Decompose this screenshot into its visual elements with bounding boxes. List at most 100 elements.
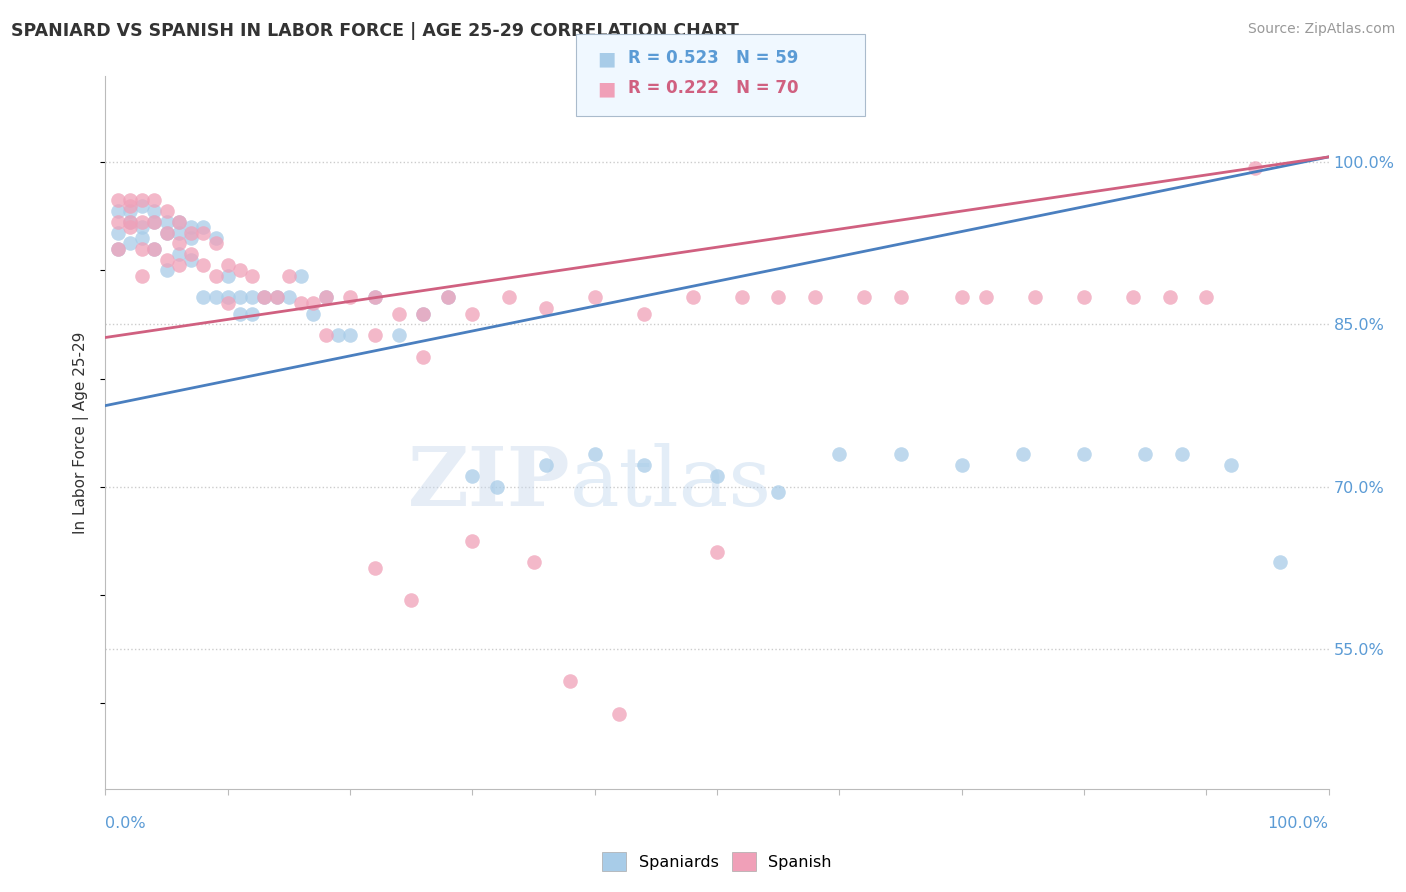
Point [706,544,728,558]
Point [290,296,312,310]
Point [167,215,190,229]
Point [461,307,484,321]
Point [118,193,141,207]
Point [156,226,179,240]
Point [131,193,153,207]
Point [278,290,301,304]
Point [143,204,166,219]
Point [180,231,202,245]
Point [143,242,166,256]
Point [131,198,153,212]
Point [217,290,239,304]
Text: Source: ZipAtlas.com: Source: ZipAtlas.com [1247,22,1395,37]
Point [302,307,325,321]
Point [852,290,875,304]
Point [204,268,226,283]
Point [217,258,239,272]
Point [1171,447,1194,461]
Point [180,220,202,235]
Point [682,290,704,304]
Point [950,290,973,304]
Point [131,220,153,235]
Point [167,215,190,229]
Point [1219,458,1241,472]
Point [143,215,166,229]
Y-axis label: In Labor Force | Age 25-29: In Labor Force | Age 25-29 [73,332,90,533]
Point [229,263,252,277]
Point [889,290,911,304]
Text: R = 0.523   N = 59: R = 0.523 N = 59 [628,49,799,67]
Point [534,458,557,472]
Point [974,290,997,304]
Text: 0.0%: 0.0% [105,816,146,831]
Point [437,290,460,304]
Point [302,296,325,310]
Point [1073,447,1095,461]
Point [401,593,423,607]
Point [633,307,655,321]
Point [118,215,141,229]
Point [107,204,129,219]
Point [437,290,460,304]
Text: 100.0%: 100.0% [1268,816,1329,831]
Point [583,447,606,461]
Point [253,290,276,304]
Point [804,290,827,304]
Point [118,236,141,251]
Point [229,290,252,304]
Point [1133,447,1156,461]
Point [828,447,851,461]
Point [167,258,190,272]
Point [461,533,484,548]
Text: ■: ■ [598,79,616,98]
Point [143,193,166,207]
Point [118,220,141,235]
Point [315,290,337,304]
Legend: Spaniards, Spanish: Spaniards, Spanish [596,846,838,878]
Point [363,328,385,343]
Point [412,307,434,321]
Point [240,268,263,283]
Point [156,215,179,229]
Point [118,204,141,219]
Point [180,252,202,267]
Point [253,290,276,304]
Point [143,215,166,229]
Point [1244,161,1267,175]
Point [412,307,434,321]
Point [266,290,288,304]
Point [107,193,129,207]
Point [107,215,129,229]
Point [118,198,141,212]
Point [229,307,252,321]
Point [339,328,361,343]
Point [534,301,557,316]
Point [131,231,153,245]
Point [167,247,190,261]
Point [412,350,434,364]
Point [1159,290,1181,304]
Point [1011,447,1033,461]
Point [706,468,728,483]
Point [156,204,179,219]
Point [485,480,508,494]
Point [315,328,337,343]
Point [156,263,179,277]
Point [156,252,179,267]
Point [363,290,385,304]
Point [193,226,215,240]
Point [131,242,153,256]
Point [156,226,179,240]
Point [1195,290,1218,304]
Point [266,290,288,304]
Point [950,458,973,472]
Point [193,220,215,235]
Point [217,268,239,283]
Text: R = 0.222   N = 70: R = 0.222 N = 70 [628,79,799,97]
Point [461,468,484,483]
Point [107,242,129,256]
Point [240,290,263,304]
Point [889,447,911,461]
Point [180,226,202,240]
Point [1268,555,1291,569]
